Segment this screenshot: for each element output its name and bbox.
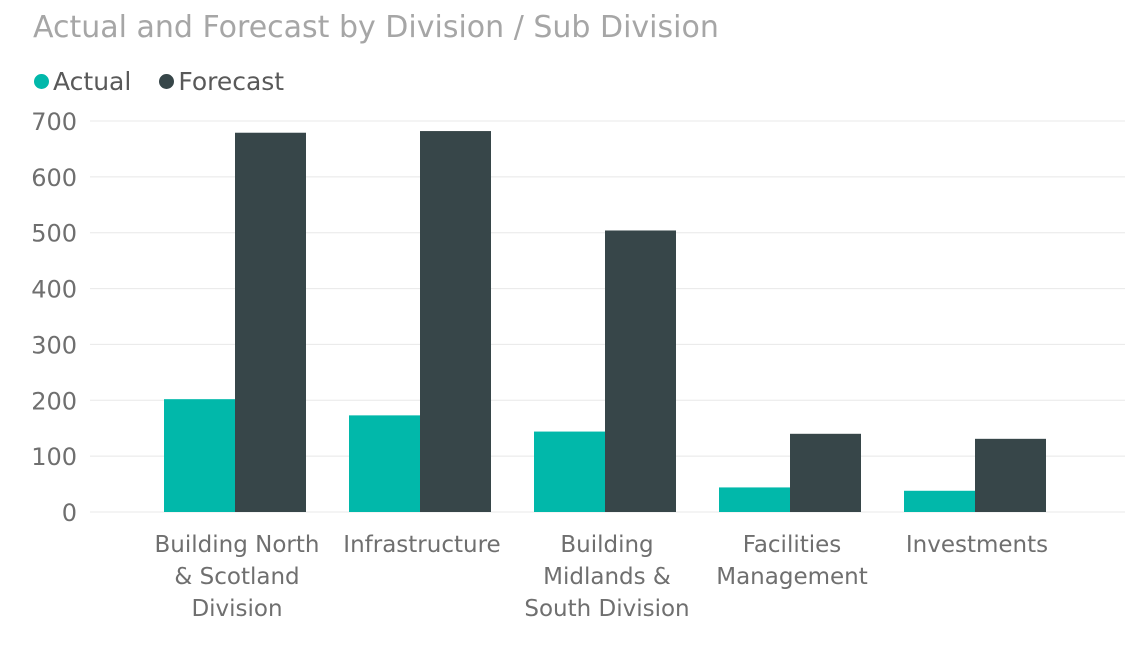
bar-forecast-4 bbox=[975, 438, 1046, 512]
legend-label-forecast: Forecast bbox=[178, 66, 285, 96]
legend-marker-forecast bbox=[159, 73, 175, 89]
x-category-label-0: Building North & Scotland Division bbox=[155, 532, 320, 622]
bar-forecast-1 bbox=[420, 131, 491, 512]
x-category-label-3: Facilities Management bbox=[716, 532, 868, 590]
bar-forecast-3 bbox=[790, 433, 861, 512]
bar-actual-2 bbox=[534, 431, 605, 512]
y-tick-label-500: 500 bbox=[31, 220, 77, 248]
bar-actual-1 bbox=[349, 415, 420, 512]
y-tick-label-200: 200 bbox=[31, 387, 77, 415]
y-tick-label-100: 100 bbox=[31, 443, 77, 471]
bar-forecast-2 bbox=[605, 230, 676, 513]
legend-item-actual[interactable]: Actual bbox=[34, 67, 131, 96]
y-tick-label-300: 300 bbox=[31, 331, 77, 359]
bar-actual-3 bbox=[719, 487, 790, 512]
legend: Actual Forecast bbox=[34, 64, 312, 98]
bar-actual-4 bbox=[904, 490, 975, 512]
y-tick-label-400: 400 bbox=[31, 276, 77, 304]
x-category-label-1: Infrastructure bbox=[343, 532, 500, 558]
bar-actual-0 bbox=[164, 399, 235, 512]
x-category-label-4: Investments bbox=[906, 532, 1048, 558]
y-tick-label-600: 600 bbox=[31, 164, 77, 192]
x-category-label-2: Building Midlands & South Division bbox=[524, 532, 689, 622]
legend-item-forecast[interactable]: Forecast bbox=[159, 67, 284, 96]
chart-title: Actual and Forecast by Division / Sub Di… bbox=[33, 10, 719, 45]
legend-label-actual: Actual bbox=[53, 66, 132, 96]
y-tick-label-0: 0 bbox=[62, 499, 77, 527]
y-tick-label-700: 700 bbox=[31, 108, 77, 136]
bar-forecast-0 bbox=[235, 132, 306, 513]
legend-marker-actual bbox=[34, 73, 49, 89]
